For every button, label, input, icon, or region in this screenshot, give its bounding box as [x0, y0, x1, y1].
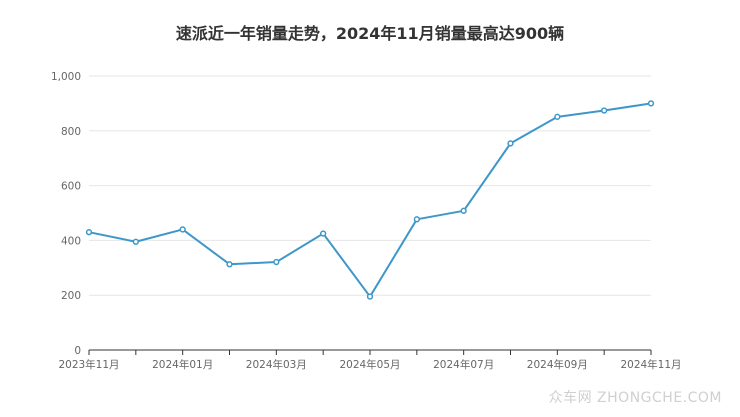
y-tick-label: 400 — [61, 235, 81, 247]
chart-title: 速派近一年销量走势，2024年11月销量最高达900辆 — [175, 24, 565, 43]
data-point — [132, 238, 139, 245]
y-tick-label: 800 — [61, 126, 81, 138]
data-point — [320, 230, 327, 237]
y-tick-label: 0 — [74, 345, 81, 357]
axes: 0 200 400 600 800 1,000 2023年11月 2024年01月 2024年0… — [51, 71, 682, 371]
series-line — [88, 102, 652, 298]
data-point — [554, 113, 561, 120]
x-tick-label: 2024年11月 — [620, 358, 681, 371]
x-tick-label: 2024年09月 — [527, 358, 588, 371]
y-tick-label: 200 — [61, 290, 81, 302]
data-point — [273, 258, 280, 266]
x-tick-label: 2024年05月 — [339, 358, 400, 371]
x-tick-label: 2024年07月 — [433, 358, 494, 371]
data-point — [413, 216, 420, 223]
data-point — [647, 100, 655, 107]
data-point — [460, 207, 467, 214]
x-tick-label: 2024年01月 — [152, 358, 213, 371]
y-tick-label: 1,000 — [51, 71, 81, 83]
series-layer — [85, 100, 655, 300]
grid-lines — [89, 75, 651, 296]
data-point — [601, 107, 608, 114]
x-tick-label: 2024年03月 — [246, 358, 307, 371]
watermark: 众车网 ZHONGCHE.COM — [548, 390, 722, 406]
y-tick-label: 600 — [61, 181, 81, 193]
data-point — [226, 261, 233, 268]
data-point — [507, 140, 514, 147]
data-point — [85, 229, 93, 236]
data-point — [179, 226, 186, 233]
x-tick-label: 2023年11月 — [58, 358, 119, 371]
data-point — [366, 293, 374, 300]
